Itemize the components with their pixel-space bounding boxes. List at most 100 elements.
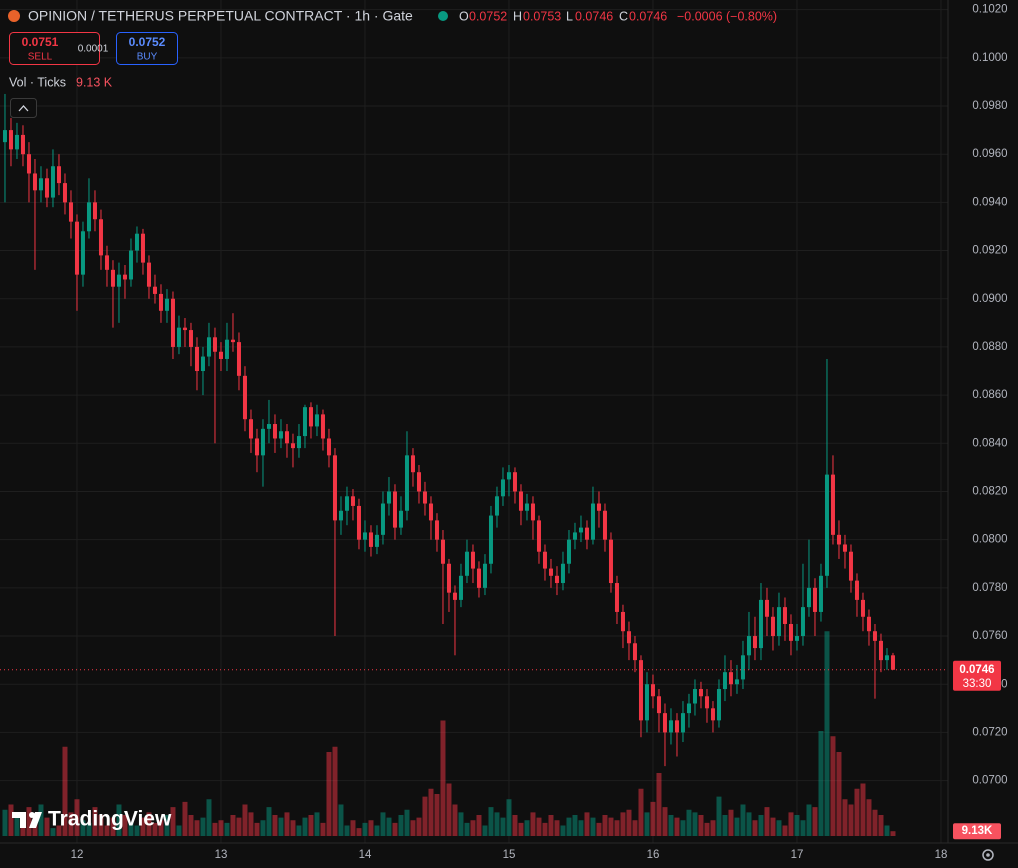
collapse-button[interactable] xyxy=(10,98,37,118)
buy-button[interactable]: 0.0752 BUY xyxy=(116,32,178,65)
candle-body xyxy=(728,672,733,685)
volume-bar xyxy=(410,820,416,836)
volume-bar xyxy=(116,804,122,836)
candle-body xyxy=(380,503,385,535)
volume-bar xyxy=(746,812,752,836)
volume-bar xyxy=(110,817,116,836)
settings-button[interactable] xyxy=(982,849,994,861)
candle-body xyxy=(710,708,715,721)
candle-body xyxy=(626,631,631,644)
volume-bar xyxy=(716,796,722,836)
candle-body xyxy=(206,337,211,357)
x-tick-label: 18 xyxy=(935,849,948,861)
volume-bar xyxy=(644,812,650,836)
sell-button[interactable]: 0.0751 SELL xyxy=(9,32,100,65)
candle-body xyxy=(548,568,553,576)
candle-body xyxy=(104,255,109,270)
watermark-text: TradingView xyxy=(48,808,172,831)
grid xyxy=(0,0,948,843)
candle-body xyxy=(758,599,763,649)
y-tick-label: 0.0960 xyxy=(972,148,1007,160)
sell-price[interactable]: 0.0751 xyxy=(22,35,59,49)
buy-price[interactable]: 0.0752 xyxy=(129,35,166,49)
candle-body xyxy=(488,515,493,564)
volume-bar xyxy=(620,812,626,836)
volume-bar xyxy=(692,812,698,836)
candle-body xyxy=(140,233,145,263)
volume-bar xyxy=(320,822,326,836)
volume-bar xyxy=(890,831,896,836)
volume-bar xyxy=(212,822,218,836)
candle-body xyxy=(794,636,799,641)
volume-bar xyxy=(302,817,308,836)
volume-bar xyxy=(356,828,362,836)
candle-body xyxy=(278,431,283,439)
volume-bar xyxy=(338,804,344,836)
volume-bar xyxy=(530,812,536,836)
candle-body xyxy=(182,327,187,331)
volume-bar xyxy=(122,815,128,836)
volume-bar xyxy=(740,804,746,836)
volume-bar xyxy=(176,825,182,836)
candles xyxy=(0,93,948,767)
volume-bar xyxy=(236,817,242,836)
volume-bar xyxy=(416,817,422,836)
volume-bar xyxy=(698,815,704,836)
sell-box[interactable] xyxy=(9,32,100,65)
candle-body xyxy=(764,599,769,617)
ohlc-value: 0.0752 xyxy=(469,9,507,23)
settings-icon-center[interactable] xyxy=(986,853,990,857)
candle-body xyxy=(158,293,163,311)
volume-bar xyxy=(98,815,104,836)
volume-bar xyxy=(26,807,32,836)
candle-body xyxy=(290,443,295,449)
volume-bar xyxy=(782,825,788,836)
settings-icon[interactable] xyxy=(982,849,994,861)
volume-bar xyxy=(38,804,44,836)
candle-body xyxy=(656,696,661,714)
volume-bar xyxy=(20,820,26,836)
candle-body xyxy=(860,599,865,617)
candle-body xyxy=(416,472,421,492)
candle-body xyxy=(272,424,277,439)
candle-body xyxy=(830,474,835,535)
candle-body xyxy=(374,534,379,547)
volume-bar xyxy=(146,812,152,836)
volume-bar xyxy=(332,746,338,836)
volume-bar xyxy=(428,788,434,836)
candle-body xyxy=(14,134,19,150)
candle-body xyxy=(38,178,43,191)
candle-body xyxy=(320,414,325,439)
volume-bar xyxy=(434,794,440,836)
candle-body xyxy=(476,568,481,588)
volume-bar xyxy=(440,720,446,836)
volume-bar xyxy=(866,799,872,836)
candle-body xyxy=(92,202,97,220)
candle-body xyxy=(662,713,667,733)
buy-box[interactable] xyxy=(116,32,178,65)
candle-body xyxy=(650,684,655,697)
volume-bar xyxy=(182,801,188,836)
collapse-box[interactable] xyxy=(10,98,37,118)
candle-body xyxy=(350,496,355,506)
candle-body xyxy=(122,274,127,280)
y-tick-label: 0.1000 xyxy=(972,52,1007,64)
candle-body xyxy=(410,455,415,473)
volume-bar xyxy=(626,809,632,836)
volume-bar xyxy=(548,815,554,836)
collapse-icon[interactable] xyxy=(18,105,29,112)
x-tick-label: 16 xyxy=(647,849,660,861)
y-tick-label: 0.1020 xyxy=(972,4,1007,16)
candle-body xyxy=(200,356,205,372)
y-tick-label: 0.0860 xyxy=(972,389,1007,401)
volume-bar xyxy=(464,822,470,836)
sell-label[interactable]: SELL xyxy=(28,52,53,63)
volume-bar xyxy=(128,822,134,836)
volume-bar xyxy=(590,817,596,836)
candle-body xyxy=(812,587,817,612)
ohlc-key: H xyxy=(513,9,522,23)
candle-body xyxy=(884,655,889,661)
volume-bar xyxy=(800,820,806,836)
candle-body xyxy=(836,534,841,545)
buy-label[interactable]: BUY xyxy=(137,52,158,63)
